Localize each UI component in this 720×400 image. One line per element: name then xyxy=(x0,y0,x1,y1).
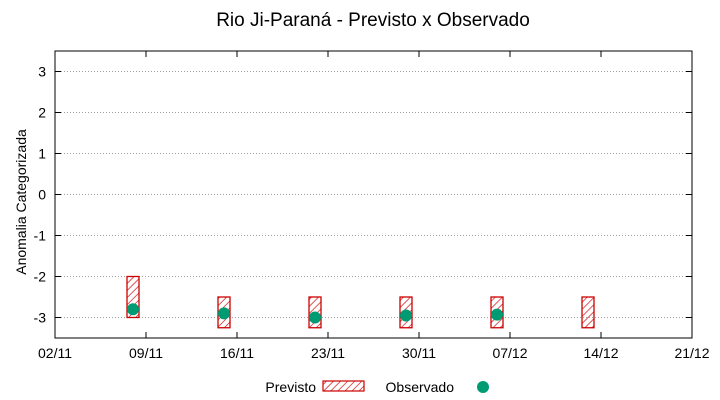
y-tick-label: 0 xyxy=(38,187,46,203)
y-tick-label: -3 xyxy=(34,310,47,326)
legend-label-observado: Observado xyxy=(386,379,455,395)
x-tick-label: 02/11 xyxy=(38,345,72,361)
x-tick-label: 14/12 xyxy=(583,345,618,361)
x-tick-label: 07/12 xyxy=(492,345,527,361)
legend-swatch-previsto xyxy=(322,380,365,392)
observado-point xyxy=(309,311,321,324)
observado-point xyxy=(491,308,503,321)
legend-label-previsto: Previsto xyxy=(265,379,316,395)
x-tick-label: 09/11 xyxy=(129,345,163,361)
x-tick-label: 16/11 xyxy=(220,345,254,361)
legend-swatch-observado xyxy=(477,381,489,393)
x-tick-label: 23/11 xyxy=(311,345,345,361)
tick-layer: 3 2 1 0 -1 -2 -3 02/11 09/11 16/11 23/11 30/11 07/12… xyxy=(34,51,710,361)
marks-layer xyxy=(126,275,595,329)
y-tick-label: -1 xyxy=(34,228,47,244)
grid-layer xyxy=(55,71,692,318)
y-tick-label: 1 xyxy=(38,146,46,162)
y-tick-label: 2 xyxy=(38,105,46,121)
y-tick-label: -2 xyxy=(34,269,47,285)
observado-point xyxy=(400,309,412,322)
previsto-box xyxy=(581,296,595,329)
observado-point xyxy=(127,303,139,316)
legend: Previsto Observado xyxy=(265,379,489,395)
y-tick-label: 3 xyxy=(38,64,46,80)
y-axis-label: Anomalia Categorizada xyxy=(13,129,29,275)
x-tick-label: 21/12 xyxy=(674,345,709,361)
chart-title: Rio Ji-Paraná - Previsto x Observado xyxy=(216,10,530,31)
x-tick-label: 30/11 xyxy=(402,345,436,361)
observado-point xyxy=(218,307,230,320)
